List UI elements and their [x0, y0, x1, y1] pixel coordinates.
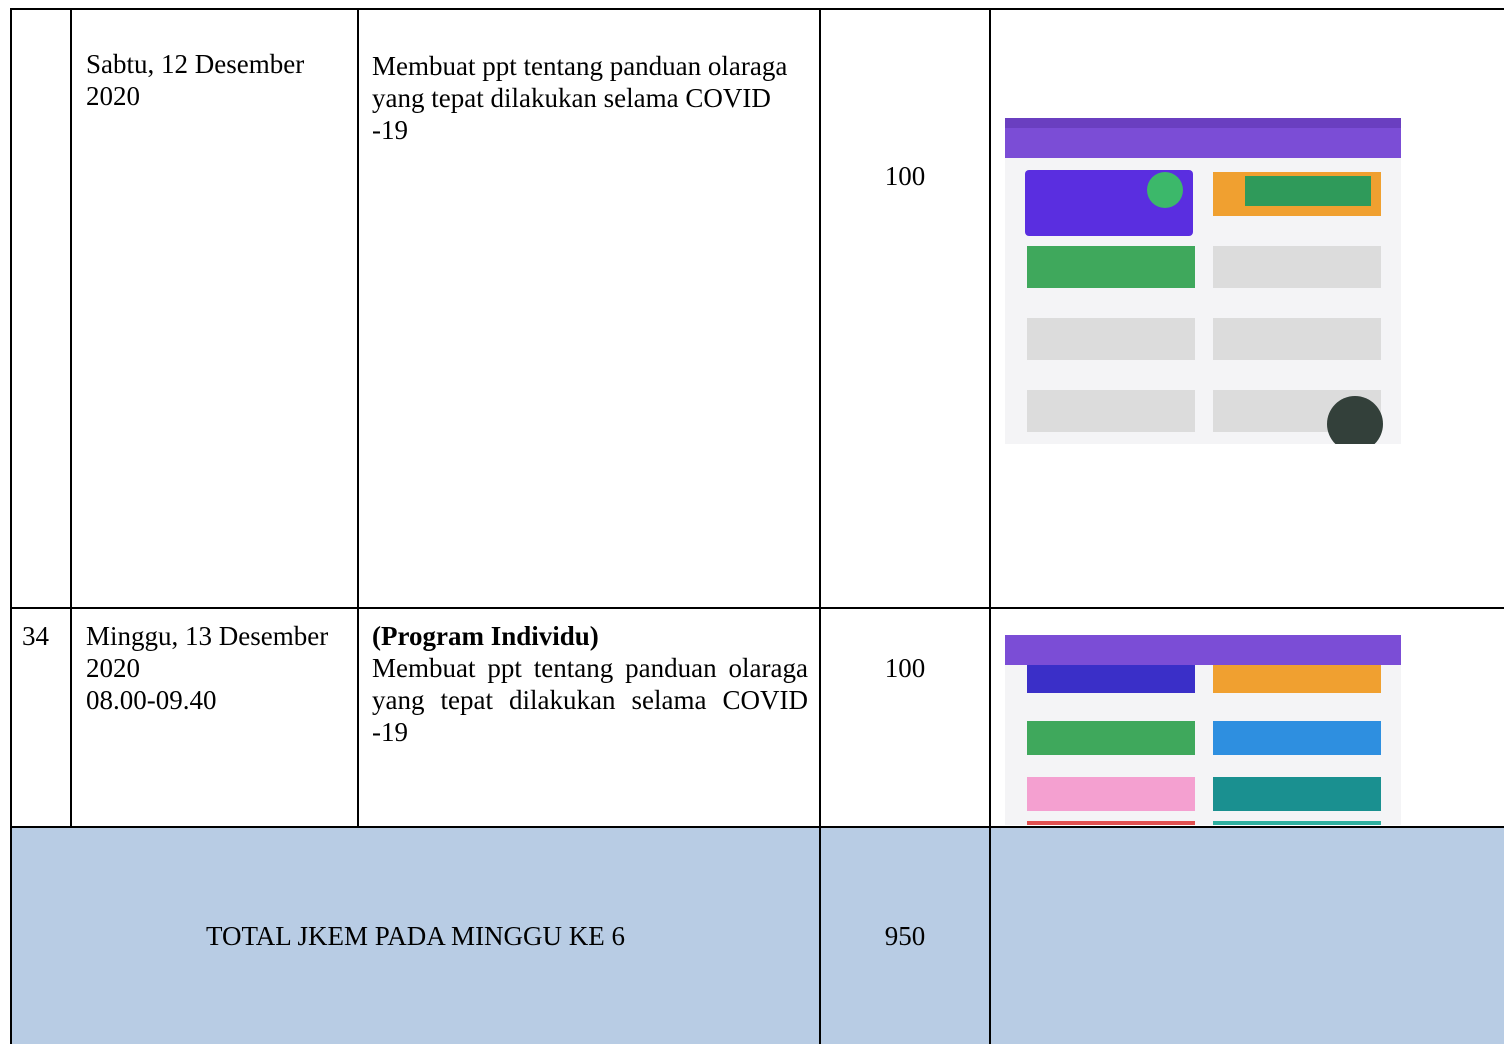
- total-row-bg: [10, 827, 1504, 1044]
- screenshot-image: [1005, 118, 1401, 500]
- date-cell: Minggu, 13 Desember 2020 08.00-09.40: [86, 620, 357, 716]
- date-line: 08.00-09.40: [86, 685, 217, 715]
- total-value: 950: [884, 921, 926, 951]
- row-number: 34: [22, 621, 49, 651]
- border: [10, 8, 1504, 10]
- jkem: 100: [884, 653, 926, 683]
- total-label: TOTAL JKEM PADA MINGGU KE 6: [205, 921, 626, 951]
- date-line: Sabtu, 12 Desember: [86, 49, 305, 79]
- jkem: 100: [884, 161, 926, 191]
- border: [989, 8, 991, 1044]
- border: [10, 826, 1504, 828]
- date-line: 2020: [86, 81, 140, 111]
- date-cell: Sabtu, 12 Desember 2020: [86, 48, 356, 112]
- activity-text: Membuat ppt tentang panduan olaraga yang…: [372, 51, 788, 145]
- border: [819, 8, 821, 1044]
- border: [10, 607, 1504, 609]
- border: [70, 8, 72, 828]
- border: [10, 8, 12, 1044]
- screenshot-image: [1005, 635, 1401, 825]
- activity-cell: Membuat ppt tentang panduan olaraga yang…: [372, 50, 792, 146]
- activity-cell: (Program Individu) Membuat ppt tentang p…: [372, 620, 808, 748]
- activity-title: (Program Individu): [372, 621, 599, 651]
- date-line: Minggu, 13 Desember: [86, 621, 329, 651]
- border: [357, 8, 359, 828]
- activity-text: Membuat ppt tentang panduan olaraga yang…: [372, 653, 808, 747]
- date-line: 2020: [86, 653, 140, 683]
